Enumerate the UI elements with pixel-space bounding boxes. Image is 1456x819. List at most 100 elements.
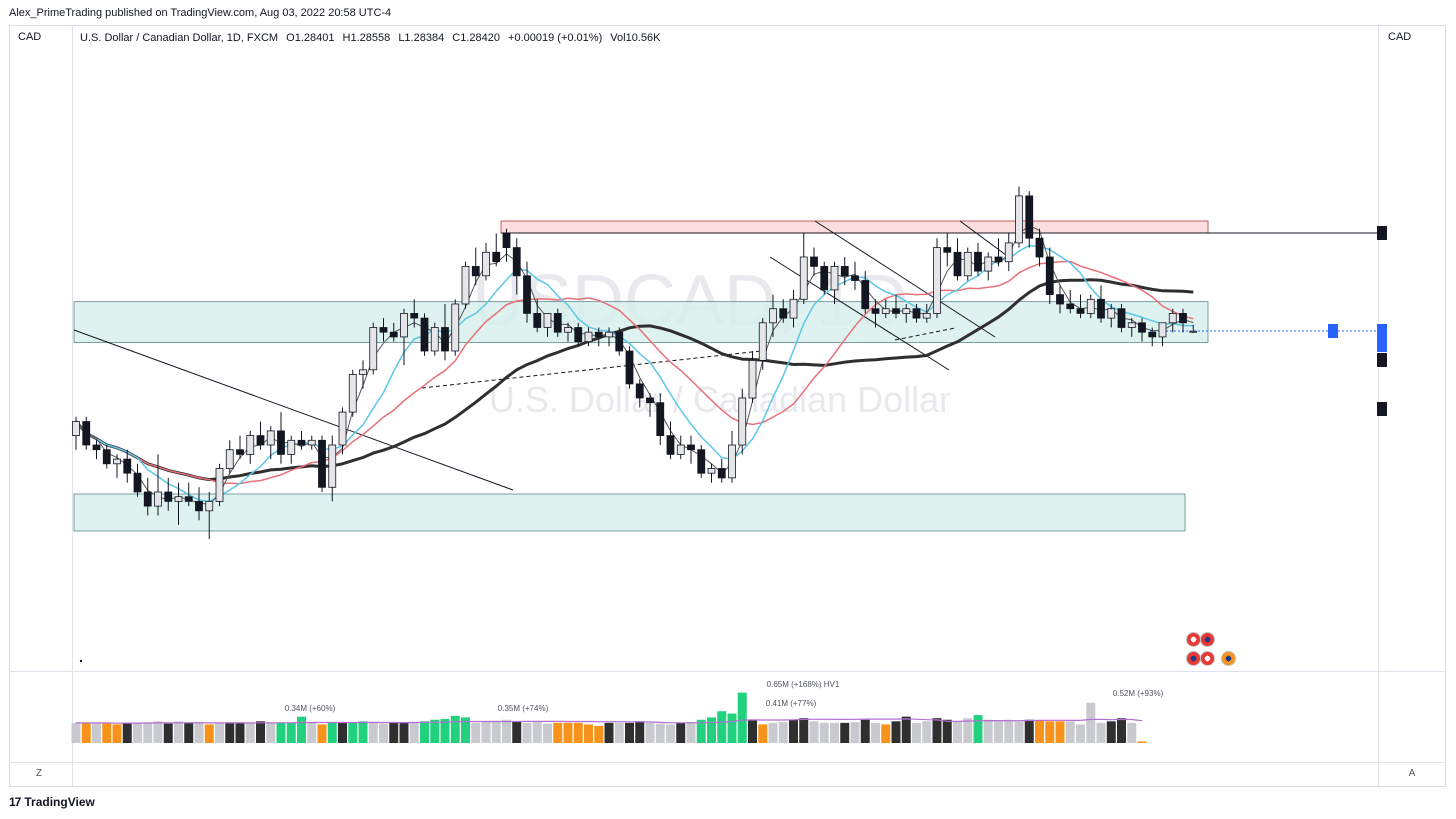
pane-separator[interactable]	[10, 671, 1446, 672]
candle-body	[482, 251, 490, 277]
auto-scale-button[interactable]: A	[1408, 768, 1416, 779]
volume-bar	[338, 722, 347, 743]
volume-bar	[973, 715, 983, 743]
ma-slow-line	[74, 278, 1194, 482]
candle-body	[943, 247, 952, 253]
volume-bar	[1055, 721, 1065, 743]
volume-bar	[1024, 719, 1034, 743]
trendline	[814, 220, 996, 338]
volume-bar	[891, 721, 901, 743]
tradingview-logo-icon: 17	[9, 795, 21, 809]
candle-body	[1107, 308, 1116, 319]
candle-body	[584, 331, 593, 343]
candle-body	[492, 251, 501, 263]
candle-body	[1158, 322, 1167, 338]
candle-body	[748, 359, 757, 399]
volume-bar	[153, 721, 163, 743]
volume-bar	[491, 721, 501, 743]
volume-annotation: 0.65M (+168%) HV1	[767, 680, 840, 689]
candle-body	[236, 449, 244, 455]
candle-body	[174, 496, 183, 502]
event-flag-us-icon[interactable]	[1186, 651, 1201, 666]
symbol-info-bar[interactable]: U.S. Dollar / Canadian Dollar, 1D, FXCM …	[80, 32, 665, 44]
volume-bar	[881, 724, 891, 743]
event-flag-us-icon[interactable]	[1221, 651, 1236, 666]
volume-bar	[1096, 722, 1106, 743]
volume-bar	[563, 722, 573, 743]
candle-body	[1035, 237, 1044, 258]
volume-bar	[286, 722, 296, 743]
candle-body	[441, 327, 449, 352]
event-flag-ca-icon[interactable]	[1186, 632, 1201, 647]
candle-body	[605, 331, 613, 338]
candle-body	[851, 275, 859, 281]
symbol-title[interactable]: U.S. Dollar / Canadian Dollar, 1D, FXCM	[80, 32, 279, 44]
publisher-line: Alex_PrimeTrading published on TradingVi…	[9, 7, 392, 19]
support-zone-lower	[73, 493, 1186, 532]
volume-bar	[1035, 720, 1044, 743]
candle-body	[461, 265, 470, 305]
volume-bar	[348, 722, 358, 743]
candle-body	[225, 449, 234, 469]
volume-bar	[953, 721, 962, 743]
volume-layer	[71, 692, 1147, 743]
candle-body	[676, 444, 685, 455]
volume-bar	[276, 722, 286, 743]
candle-body	[1045, 256, 1054, 295]
candle-body	[266, 430, 275, 446]
volume-annotation: 0.52M (+93%)	[1113, 689, 1164, 698]
candle-body	[769, 308, 777, 324]
left-axis-separator	[72, 26, 73, 786]
volume-bar	[512, 721, 522, 743]
volume-bar	[1045, 721, 1055, 743]
candle-body	[348, 374, 357, 413]
volume-bar	[481, 722, 491, 743]
event-flag-ca-icon[interactable]	[1200, 651, 1215, 666]
volume-bar	[1137, 741, 1147, 743]
candle-body	[820, 265, 829, 291]
candle-body	[635, 383, 644, 399]
volume-bar	[307, 722, 317, 743]
volume-bar	[604, 722, 614, 743]
candle-body	[471, 265, 480, 277]
candle-body	[758, 322, 767, 361]
candle-body	[871, 308, 880, 314]
volume-bar	[912, 722, 921, 743]
tradingview-footer[interactable]: 17 TradingView	[9, 795, 95, 809]
volume-bar	[1065, 721, 1075, 743]
zoom-reset-button[interactable]: Z	[35, 768, 43, 779]
candle-body	[410, 312, 419, 319]
chart-frame	[9, 25, 1446, 787]
candle-body	[1086, 298, 1095, 314]
candle-body	[205, 500, 214, 512]
candle-body	[164, 491, 173, 502]
trendline	[73, 329, 514, 491]
volume-bar	[174, 721, 183, 743]
candle-body	[594, 331, 603, 338]
volume-annotation: 0.35M (+74%)	[498, 704, 549, 713]
volume-bar	[758, 724, 768, 743]
volume-bar	[727, 713, 737, 743]
volume-bar	[1086, 702, 1096, 743]
candle-body	[523, 275, 531, 314]
candle-body	[861, 280, 870, 310]
volume-bar	[461, 717, 470, 743]
volume-bar	[71, 722, 81, 743]
ma-medium-line	[75, 260, 1194, 485]
volume-bar	[204, 724, 214, 743]
brand-text: TradingView	[24, 795, 95, 809]
volume-bar	[737, 692, 747, 743]
event-flag-us-icon[interactable]	[1200, 632, 1215, 647]
candle-body	[707, 468, 716, 474]
candle-body	[728, 444, 736, 479]
volume-bar	[163, 723, 173, 743]
volume-bar	[122, 722, 132, 743]
left-axis-unit: CAD	[18, 31, 42, 43]
volume-bar	[666, 724, 675, 743]
candle-body	[974, 251, 982, 272]
candles-layer	[72, 186, 1198, 539]
ohlc-low: L1.28384	[398, 32, 445, 44]
volume-bar	[635, 721, 645, 743]
volume-bar	[676, 722, 686, 743]
